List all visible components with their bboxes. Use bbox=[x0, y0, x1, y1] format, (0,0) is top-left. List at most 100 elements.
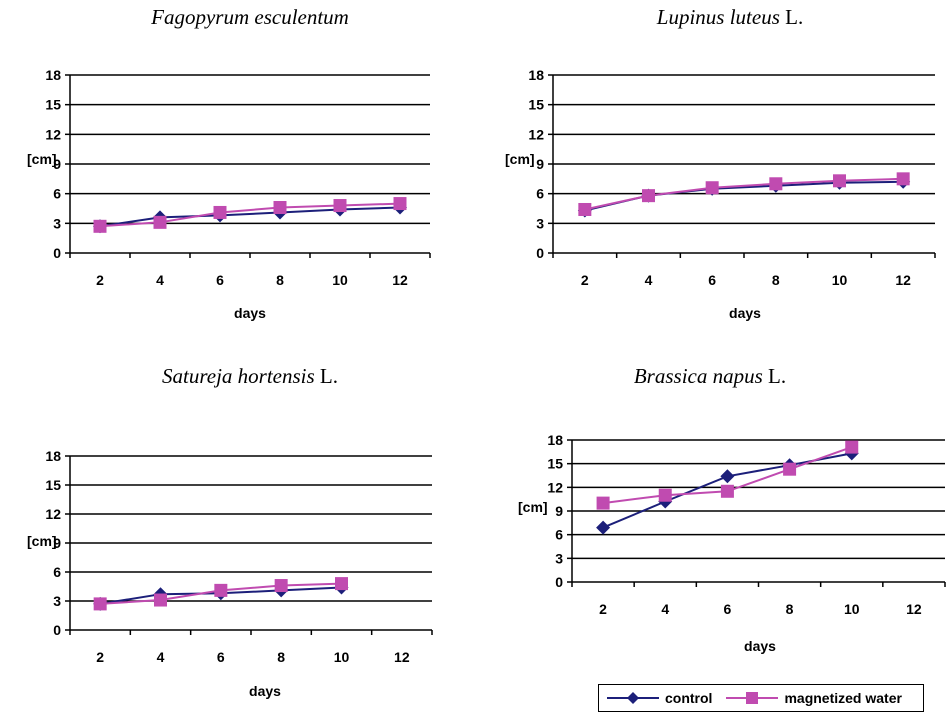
chart-title-fagopyrum: Fagopyrum esculentum bbox=[40, 5, 460, 30]
x-tick-label: 12 bbox=[392, 272, 408, 288]
y-axis-label: [cm] bbox=[27, 151, 57, 167]
legend-label: control bbox=[665, 690, 713, 706]
y-tick-label: 3 bbox=[53, 593, 61, 609]
data-point-magnetized-water bbox=[658, 488, 672, 502]
y-tick-label: 18 bbox=[528, 67, 544, 83]
y-tick-label: 15 bbox=[45, 97, 61, 113]
x-tick-label: 4 bbox=[157, 649, 165, 665]
x-tick-label: 2 bbox=[581, 272, 589, 288]
x-axis-label: days bbox=[744, 638, 776, 654]
data-point-magnetized-water bbox=[845, 440, 859, 454]
chart-title-name: Brassica napus bbox=[633, 364, 763, 388]
data-point-magnetized-water bbox=[213, 205, 227, 219]
chart-title-name: Lupinus luteus bbox=[656, 5, 780, 29]
x-tick-label: 8 bbox=[277, 649, 285, 665]
x-tick-label: 4 bbox=[156, 272, 164, 288]
y-tick-label: 6 bbox=[53, 186, 61, 202]
y-tick-label: 3 bbox=[555, 550, 563, 566]
series-line-magnetized-water bbox=[584, 177, 904, 211]
x-tick-label: 12 bbox=[906, 601, 922, 617]
data-point-magnetized-water bbox=[153, 215, 167, 229]
x-tick-label: 10 bbox=[332, 272, 348, 288]
x-tick-label: 10 bbox=[832, 272, 848, 288]
y-tick-label: 12 bbox=[45, 126, 61, 142]
chart-title-name: Fagopyrum esculentum bbox=[151, 5, 349, 29]
data-point-magnetized-water bbox=[333, 199, 347, 213]
data-point-magnetized-water bbox=[93, 219, 107, 233]
y-tick-label: 9 bbox=[53, 156, 61, 172]
x-tick-label: 4 bbox=[645, 272, 653, 288]
chart-title-suffix: L. bbox=[779, 5, 804, 29]
data-point-magnetized-water bbox=[705, 181, 719, 195]
x-tick-label: 2 bbox=[96, 272, 104, 288]
data-point-magnetized-water bbox=[596, 496, 610, 510]
y-tick-label: 0 bbox=[536, 245, 544, 261]
y-tick-label: 15 bbox=[45, 477, 61, 493]
data-point-magnetized-water bbox=[642, 189, 655, 203]
y-tick-label: 0 bbox=[555, 574, 563, 590]
y-tick-label: 0 bbox=[53, 245, 61, 261]
legend-label: magnetized water bbox=[784, 690, 902, 706]
x-axis-label: days bbox=[729, 305, 761, 321]
data-point-magnetized-water bbox=[214, 583, 228, 597]
y-tick-label: 3 bbox=[53, 215, 61, 231]
y-axis-label: [cm] bbox=[518, 499, 548, 515]
x-tick-label: 8 bbox=[276, 272, 284, 288]
chart-title-suffix: L. bbox=[314, 364, 338, 388]
x-tick-label: 12 bbox=[394, 649, 410, 665]
legend-item-control: control bbox=[607, 690, 712, 706]
chart-title-name: Satureja hortensis bbox=[162, 364, 315, 388]
legend-marker-square bbox=[726, 692, 779, 704]
data-point-magnetized-water bbox=[720, 484, 734, 498]
data-point-magnetized-water bbox=[393, 197, 407, 211]
y-tick-label: 18 bbox=[547, 432, 563, 448]
x-tick-label: 2 bbox=[96, 649, 104, 665]
legend-item-magnetized-water: magnetized water bbox=[726, 690, 902, 706]
y-axis-label: [cm] bbox=[505, 151, 535, 167]
y-tick-label: 18 bbox=[45, 67, 61, 83]
data-point-magnetized-water bbox=[833, 174, 846, 188]
series-line-control bbox=[99, 206, 401, 228]
y-tick-label: 12 bbox=[528, 126, 544, 142]
x-tick-label: 10 bbox=[334, 649, 350, 665]
y-tick-label: 15 bbox=[547, 456, 563, 472]
data-point-magnetized-water bbox=[896, 172, 910, 186]
x-tick-label: 6 bbox=[217, 649, 225, 665]
legend: control magnetized water bbox=[598, 684, 924, 712]
data-point-control bbox=[720, 469, 735, 484]
data-point-magnetized-water bbox=[335, 577, 348, 591]
x-tick-label: 12 bbox=[895, 272, 911, 288]
y-tick-label: 9 bbox=[555, 503, 563, 519]
data-point-magnetized-water bbox=[578, 202, 592, 216]
data-point-magnetized-water bbox=[154, 593, 167, 607]
y-axis-label: [cm] bbox=[27, 533, 57, 549]
y-tick-label: 9 bbox=[53, 535, 61, 551]
x-tick-label: 2 bbox=[599, 601, 607, 617]
y-tick-label: 6 bbox=[536, 186, 544, 202]
series-line-magnetized-water bbox=[99, 202, 401, 228]
x-tick-label: 4 bbox=[661, 601, 669, 617]
data-point-magnetized-water bbox=[273, 201, 287, 215]
x-tick-label: 8 bbox=[786, 601, 794, 617]
y-tick-label: 0 bbox=[53, 622, 61, 638]
chart-title-suffix: L. bbox=[762, 364, 787, 388]
data-point-magnetized-water bbox=[274, 579, 288, 593]
x-tick-label: 6 bbox=[724, 601, 732, 617]
x-tick-label: 6 bbox=[216, 272, 224, 288]
x-tick-label: 6 bbox=[708, 272, 716, 288]
y-tick-label: 3 bbox=[536, 215, 544, 231]
y-tick-label: 18 bbox=[45, 448, 61, 464]
y-tick-label: 9 bbox=[536, 156, 544, 172]
y-tick-label: 6 bbox=[555, 527, 563, 543]
y-tick-label: 12 bbox=[547, 479, 563, 495]
data-point-magnetized-water bbox=[769, 177, 783, 191]
data-point-magnetized-water bbox=[783, 462, 797, 476]
chart-title-satureja: Satureja hortensis L. bbox=[40, 364, 460, 389]
data-point-magnetized-water bbox=[93, 597, 107, 611]
y-tick-label: 12 bbox=[45, 506, 61, 522]
y-tick-label: 15 bbox=[528, 97, 544, 113]
y-tick-label: 6 bbox=[53, 564, 61, 580]
x-axis-label: days bbox=[249, 683, 281, 699]
